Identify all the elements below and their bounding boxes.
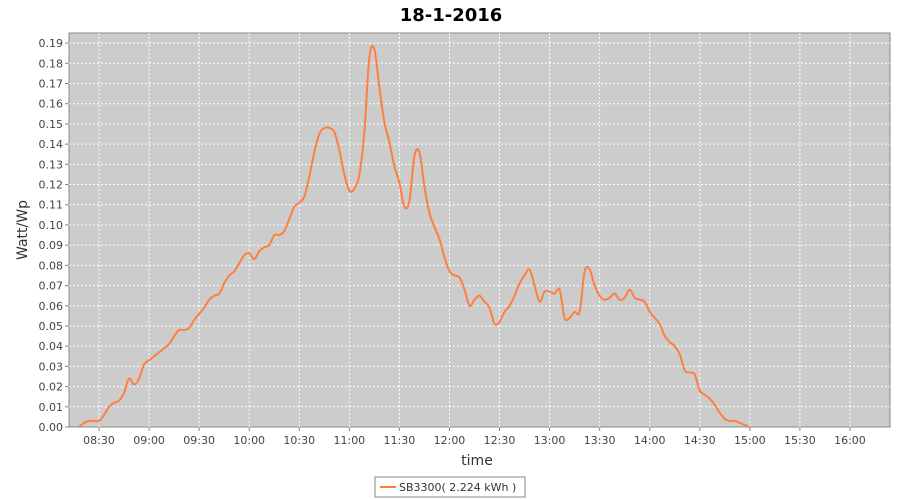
y-tick-label: 0.13: [39, 158, 64, 171]
x-tick-label: 09:00: [133, 434, 165, 447]
x-tick-label: 13:00: [534, 434, 566, 447]
x-tick-label: 11:00: [333, 434, 365, 447]
x-tick-label: 16:00: [834, 434, 866, 447]
series-layer: [78, 44, 751, 428]
y-tick-label: 0.19: [39, 37, 64, 50]
plot-area: [68, 32, 891, 428]
x-tick-label: 13:30: [584, 434, 616, 447]
y-tick-label: 0.02: [39, 381, 64, 394]
y-tick-label: 0.17: [39, 78, 64, 91]
x-tick-label: 09:30: [183, 434, 215, 447]
y-tick-label: 0.04: [39, 340, 64, 353]
y-tick-label: 0.05: [39, 320, 64, 333]
y-axis-label: Watt/Wp: [15, 200, 31, 260]
y-tick-label: 0.16: [39, 98, 64, 111]
y-tick-label: 0.12: [39, 179, 64, 192]
y-tick-label: 0.08: [39, 259, 64, 272]
legend-box: [374, 476, 526, 498]
x-tick-label: 10:30: [283, 434, 315, 447]
legend-label: SB3300( 2.224 kWh ): [399, 481, 516, 494]
y-tick-label: 0.01: [39, 401, 64, 414]
y-tick-label: 0.15: [39, 118, 64, 131]
y-tick-label: 0.18: [39, 57, 64, 70]
x-tick-label: 14:30: [684, 434, 716, 447]
x-tick-label: 15:00: [734, 434, 766, 447]
chart-title: 18-1-2016: [400, 5, 503, 26]
grid: [69, 33, 890, 427]
x-tick-label: 15:30: [784, 434, 816, 447]
legend: SB3300( 2.224 kWh ): [374, 476, 526, 498]
y-tick-label: 0.10: [39, 219, 64, 232]
x-tick-label: 11:30: [384, 434, 416, 447]
x-tick-label: 14:00: [634, 434, 666, 447]
x-tick-label: 08:30: [83, 434, 115, 447]
x-tick-label: 12:30: [484, 434, 516, 447]
x-axis-label: time: [461, 453, 493, 469]
y-tick-label: 0.00: [39, 421, 64, 434]
y-tick-label: 0.03: [39, 360, 64, 373]
x-tick-label: 12:00: [434, 434, 466, 447]
x-tick-label: 10:00: [233, 434, 265, 447]
y-axis: 0.00 0.01 0.02 0.03 0.04 0.05 0.06 0.07 0.08 0.09…: [39, 37, 69, 434]
y-tick-label: 0.06: [39, 300, 64, 313]
y-tick-label: 0.11: [39, 199, 64, 212]
y-tick-label: 0.14: [39, 138, 64, 151]
series-line-0: [78, 44, 751, 428]
x-axis: 08:30 09:00 09:30 10:00 10:30 11:00 11:30 12:00…: [83, 427, 866, 447]
y-tick-label: 0.07: [39, 280, 64, 293]
y-tick-label: 0.09: [39, 239, 64, 252]
